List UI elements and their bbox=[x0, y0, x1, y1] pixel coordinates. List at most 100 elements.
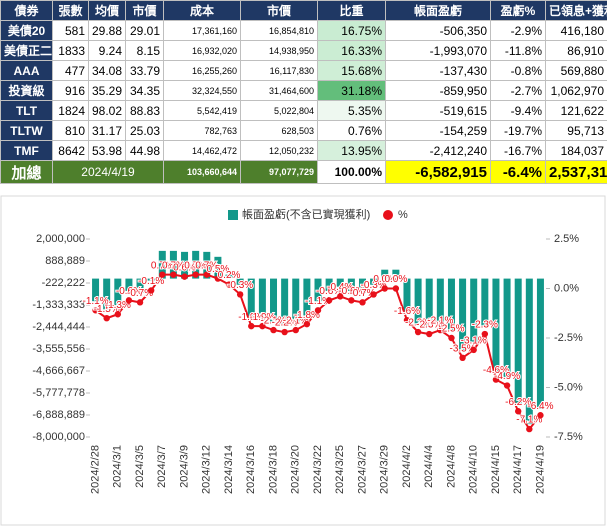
x-tick-label: 2024/4/2 bbox=[401, 445, 413, 488]
table-cell: 8642 bbox=[52, 140, 89, 161]
line-point bbox=[426, 330, 433, 338]
table-cell: 782,763 bbox=[163, 120, 241, 141]
data-label: -1.5% bbox=[94, 304, 120, 315]
y-tick-label: -8,000,000 bbox=[32, 431, 85, 443]
table-cell: TLTW bbox=[0, 120, 53, 141]
x-tick-label: 2024/4/8 bbox=[445, 445, 457, 488]
table-cell: 29.01 bbox=[125, 20, 164, 41]
line-point bbox=[348, 297, 355, 304]
data-label: -2.2% bbox=[405, 318, 431, 329]
data-label: -0.3% bbox=[361, 280, 387, 291]
line-point bbox=[114, 311, 122, 318]
data-label: 0.5% bbox=[207, 264, 230, 275]
line-point bbox=[392, 285, 400, 292]
bar bbox=[425, 278, 433, 326]
chart: 2,000,000 888,889 -222,222 -1,333,333 -2,444… bbox=[0, 195, 606, 526]
table-cell: 1824 bbox=[52, 100, 89, 121]
table-cell: 628,503 bbox=[240, 120, 318, 141]
y-tick-label: 888,889 bbox=[45, 255, 85, 267]
table-cell: 14,462,472 bbox=[163, 140, 241, 161]
line-point bbox=[259, 322, 266, 330]
bar bbox=[258, 278, 266, 318]
table-cell: 12,050,232 bbox=[240, 140, 318, 161]
data-label: -0.7% bbox=[127, 288, 153, 299]
data-label: -0.6% bbox=[316, 286, 342, 297]
table-cell: 569,880 bbox=[545, 60, 607, 81]
y-tick-label: -5,777,778 bbox=[32, 387, 85, 399]
table-cell: 1,062,970 bbox=[545, 80, 607, 101]
bar bbox=[492, 278, 500, 373]
bar bbox=[247, 278, 255, 318]
y-tick-label: -222,222 bbox=[42, 277, 85, 289]
table-cell: -519,615 bbox=[385, 100, 491, 121]
x-tick-label: 2024/4/19 bbox=[534, 445, 546, 494]
table-cell: 13.95% bbox=[317, 140, 386, 161]
table-cell: -1,993,070 bbox=[385, 40, 491, 61]
bar bbox=[414, 278, 422, 324]
x-tick-label: 2024/4/17 bbox=[512, 445, 524, 494]
table-cell: 0.76% bbox=[317, 120, 386, 141]
data-label: 0.2% bbox=[218, 270, 241, 281]
table-cell: -0.8% bbox=[490, 60, 546, 81]
data-label: -1.8% bbox=[294, 310, 320, 321]
line-point bbox=[514, 408, 522, 415]
data-label: 0.7% bbox=[151, 260, 174, 271]
line-point bbox=[159, 271, 166, 278]
data-label: -1.1% bbox=[305, 296, 331, 307]
table-row: TMF 8642 53.98 44.98 14,462,472 12,050,232 13.… bbox=[0, 140, 607, 161]
table-cell: AAA bbox=[0, 60, 53, 81]
table-cell: 16,117,830 bbox=[240, 60, 318, 81]
bar bbox=[181, 251, 189, 279]
table-cell: 88.83 bbox=[125, 100, 164, 121]
bar bbox=[281, 278, 289, 324]
data-label: -3.1% bbox=[461, 336, 487, 347]
table-cell: -11.8% bbox=[490, 40, 546, 61]
x-tick-label: 2024/3/16 bbox=[245, 445, 257, 494]
data-label: -0.6% bbox=[116, 286, 142, 297]
data-label: 0.0% bbox=[384, 274, 407, 285]
table-cell: 97,077,729 bbox=[240, 160, 318, 184]
table-cell: -16.7% bbox=[490, 140, 546, 161]
table-cell: 9.24 bbox=[88, 40, 126, 61]
line-point bbox=[325, 297, 333, 304]
data-label: -2.1% bbox=[260, 316, 286, 327]
x-tick-label: 2024/3/1 bbox=[112, 445, 124, 488]
y2-tick-label: 2.5% bbox=[554, 233, 579, 245]
table-cell: 5,542,419 bbox=[163, 100, 241, 121]
bar bbox=[314, 278, 322, 302]
line-point bbox=[537, 412, 544, 419]
line-point bbox=[359, 299, 366, 306]
bar bbox=[303, 278, 311, 316]
table-cell: 916 bbox=[52, 80, 89, 101]
bar bbox=[203, 251, 211, 279]
x-tick-label: 2024/3/5 bbox=[134, 445, 146, 488]
data-label: -0.6% bbox=[338, 286, 364, 297]
table-cell: 2,537,312 bbox=[545, 160, 607, 184]
bar bbox=[92, 278, 100, 302]
table-cell: 184,037 bbox=[545, 140, 607, 161]
x-tick-label: 2024/3/29 bbox=[379, 445, 391, 494]
bar bbox=[481, 278, 489, 326]
line-point bbox=[381, 285, 388, 292]
y2-tick-label: -7.5% bbox=[554, 431, 583, 443]
table-cell: 加總 bbox=[0, 160, 53, 184]
data-label: -2.2% bbox=[272, 318, 298, 329]
table-cell: 86,910 bbox=[545, 40, 607, 61]
table-cell: TMF bbox=[0, 140, 53, 161]
bar bbox=[525, 278, 533, 425]
bar bbox=[292, 278, 300, 322]
data-label: -1.1% bbox=[82, 296, 108, 307]
y-tick-label: 2,000,000 bbox=[36, 233, 85, 245]
table-cell: TLT bbox=[0, 100, 53, 121]
table-cell: 121,622 bbox=[545, 100, 607, 121]
y2-tick-label: -5.0% bbox=[554, 381, 583, 393]
table-row: TLTW 810 31.17 25.03 782,763 628,503 0.76% -154… bbox=[0, 120, 607, 141]
line-point bbox=[403, 316, 411, 324]
data-label: -0.3% bbox=[227, 280, 253, 291]
bar bbox=[114, 278, 122, 306]
bar bbox=[470, 278, 478, 343]
table-row: TLT 1824 98.02 88.83 5,542,419 5,022,804 5.35%… bbox=[0, 100, 607, 121]
line-point bbox=[125, 297, 133, 304]
line-point bbox=[337, 293, 344, 300]
table-cell: 31.17 bbox=[88, 120, 126, 141]
